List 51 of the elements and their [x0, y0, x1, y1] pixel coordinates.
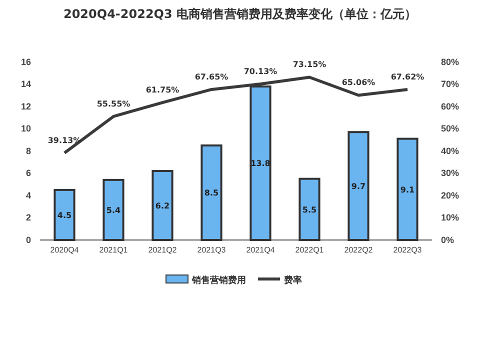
data-label: 6.2: [155, 202, 170, 211]
x-tick-label: 2022Q3: [393, 246, 422, 255]
bar: [200, 144, 222, 241]
data-label: 73.15%: [292, 60, 326, 70]
y-tick-label: 8: [26, 146, 31, 156]
y-tick-label: 6: [26, 168, 31, 178]
y-tick-label: 2: [26, 212, 31, 223]
data-label: 9.1: [400, 185, 416, 194]
data-label: 65.06%: [342, 78, 376, 88]
data-label: 70.13%: [244, 66, 278, 76]
y2-tick-label: 80%: [441, 56, 460, 67]
y-tick-label: 14: [20, 79, 31, 90]
data-label: 67.62%: [390, 72, 424, 82]
x-tick-label: 2021Q1: [99, 246, 128, 255]
data-label: 55.55%: [96, 99, 130, 108]
bar: [298, 178, 320, 241]
y2-tick-label: 40%: [441, 146, 460, 156]
data-label: 5.5: [302, 205, 318, 214]
bar: [54, 188, 76, 241]
y-tick-label: 10: [20, 124, 31, 134]
bar: [152, 170, 174, 241]
y2-tick-label: 30%: [441, 168, 460, 178]
data-label: 61.75%: [146, 86, 180, 95]
x-tick-label: 2020Q4: [50, 246, 80, 255]
y-tick-label: 16: [20, 56, 31, 67]
y2-tick-label: 50%: [441, 124, 460, 134]
data-label: 39.13%: [48, 136, 82, 145]
x-tick-label: 2022Q1: [295, 246, 324, 255]
bar: [396, 138, 418, 241]
data-label: 9.7: [351, 182, 366, 192]
y2-tick-label: 60%: [441, 101, 460, 112]
y-tick-label: 4: [26, 190, 31, 200]
data-label: 4.5: [57, 210, 72, 220]
data-label: 67.65%: [194, 72, 228, 82]
bar: [348, 131, 370, 241]
x-tick-label: 2021Q4: [246, 246, 276, 255]
legend-label: 费率: [283, 275, 302, 286]
y-tick-label: 0: [26, 234, 31, 245]
x-tick-label: 2022Q2: [344, 246, 374, 255]
y-tick-label: 12: [20, 101, 31, 112]
chart-title: 2020Q4-2022Q3 电商销售营销费用及费率变化（单位：亿元）: [63, 7, 417, 21]
data-label: 5.4: [106, 206, 122, 215]
legend-label: 销售营销费用: [191, 275, 246, 286]
y2-tick-label: 10%: [441, 212, 460, 223]
y2-tick-label: 20%: [441, 190, 460, 200]
bar: [102, 178, 124, 241]
x-tick-label: 2021Q2: [148, 246, 178, 255]
y2-tick-label: 70%: [441, 79, 460, 90]
y2-tick-label: 0%: [441, 234, 454, 245]
data-label: 8.5: [204, 188, 220, 198]
x-tick-label: 2021Q3: [197, 246, 226, 255]
